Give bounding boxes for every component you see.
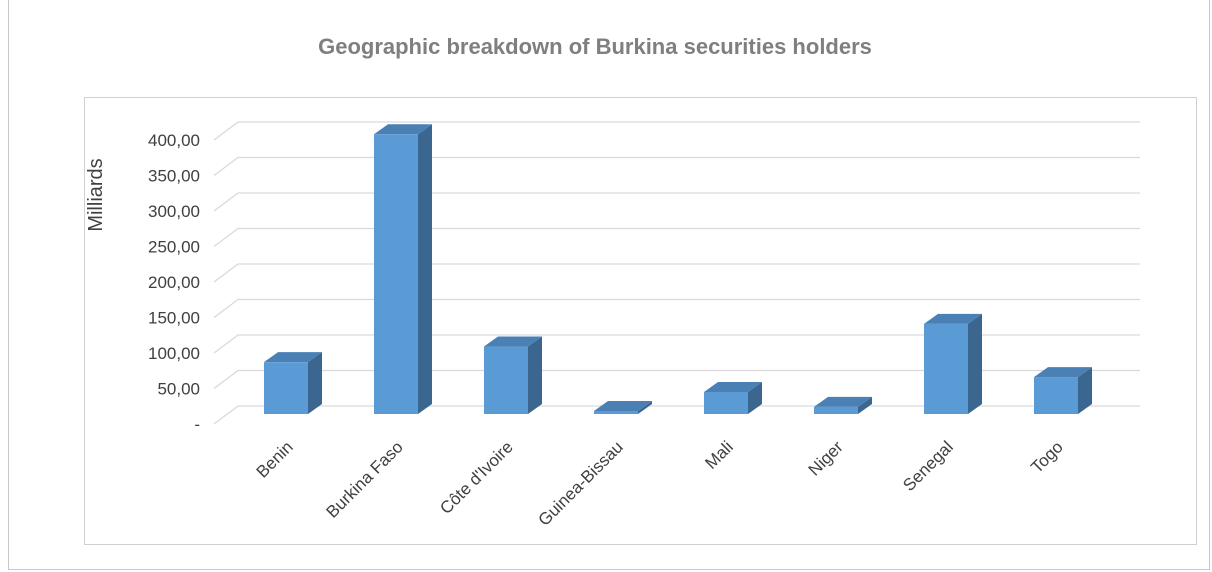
x-tick-label: Guinea-Bissau [535,437,627,529]
gridline [214,406,1140,424]
y-tick-label: 150,00 [148,309,200,328]
y-tick-label: 300,00 [148,202,200,221]
y-tick-label: 50,00 [157,380,200,399]
bar-front [704,392,748,414]
y-tick-label: 400,00 [148,131,200,150]
bar-front [484,347,528,414]
x-axis-labels: Benin Burkina Faso Côte d'Ivoire Guinea-Bis… [253,437,1067,530]
bar-front [814,407,858,414]
gridline [214,122,1140,140]
y-tick-label: 200,00 [148,273,200,292]
gridline [214,158,1140,176]
bar-side [968,314,982,414]
gridline [214,300,1140,318]
bar-front [264,362,308,414]
bar-front [374,134,418,414]
bar-side [308,352,322,414]
gridline [214,371,1140,389]
bar [594,401,652,414]
bar-front [594,411,638,414]
gridlines [214,122,1140,424]
gridline [214,264,1140,282]
bar-side [418,124,432,414]
bar [374,124,432,414]
bar [484,337,542,414]
x-tick-label: Burkina Faso [323,437,407,521]
x-tick-label: Senegal [899,437,957,495]
bar [264,352,322,414]
y-tick-label: - [194,415,200,434]
gridline [214,335,1140,353]
x-tick-label: Côte d'Ivoire [436,437,517,518]
x-tick-label: Niger [805,437,847,479]
gridline [214,229,1140,247]
y-tick-label: 250,00 [148,238,200,257]
gridline [214,193,1140,211]
y-tick-label: 100,00 [148,344,200,363]
bar [704,382,762,414]
bar [924,314,982,414]
bar-side [528,337,542,414]
y-axis-ticks: - 50,00 100,00 150,00 200,00 250,00 300,00 350,… [148,131,200,434]
bar-front [924,324,968,414]
y-axis-title: Milliards [85,158,107,231]
x-tick-label: Benin [253,437,297,481]
y-tick-label: 350,00 [148,167,200,186]
bar-front [1034,377,1078,414]
bar [814,397,872,414]
bar [1034,367,1092,414]
x-tick-label: Mali [701,437,736,472]
x-tick-label: Togo [1027,437,1067,477]
